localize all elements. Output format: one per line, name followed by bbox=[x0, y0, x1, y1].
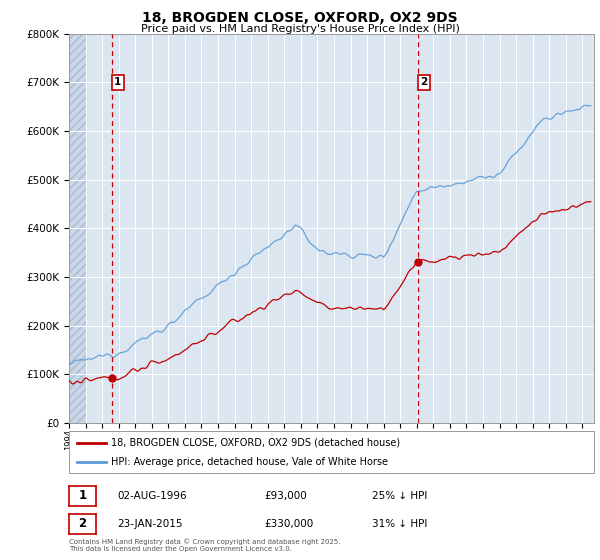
Text: 1: 1 bbox=[114, 77, 121, 87]
Bar bbox=[69, 34, 86, 423]
Text: 18, BROGDEN CLOSE, OXFORD, OX2 9DS (detached house): 18, BROGDEN CLOSE, OXFORD, OX2 9DS (deta… bbox=[111, 437, 400, 447]
Text: 02-AUG-1996: 02-AUG-1996 bbox=[117, 491, 187, 501]
Text: HPI: Average price, detached house, Vale of White Horse: HPI: Average price, detached house, Vale… bbox=[111, 457, 388, 467]
Text: £93,000: £93,000 bbox=[264, 491, 307, 501]
Text: 18, BROGDEN CLOSE, OXFORD, OX2 9DS: 18, BROGDEN CLOSE, OXFORD, OX2 9DS bbox=[142, 11, 458, 25]
Text: 31% ↓ HPI: 31% ↓ HPI bbox=[372, 519, 427, 529]
Text: 25% ↓ HPI: 25% ↓ HPI bbox=[372, 491, 427, 501]
Text: 1: 1 bbox=[79, 489, 86, 502]
Bar bbox=[69, 34, 86, 423]
Text: 23-JAN-2015: 23-JAN-2015 bbox=[117, 519, 182, 529]
Text: £330,000: £330,000 bbox=[264, 519, 313, 529]
Text: Price paid vs. HM Land Registry's House Price Index (HPI): Price paid vs. HM Land Registry's House … bbox=[140, 24, 460, 34]
Text: Contains HM Land Registry data © Crown copyright and database right 2025.
This d: Contains HM Land Registry data © Crown c… bbox=[69, 538, 341, 552]
Text: 2: 2 bbox=[420, 77, 428, 87]
Text: 2: 2 bbox=[79, 517, 86, 530]
